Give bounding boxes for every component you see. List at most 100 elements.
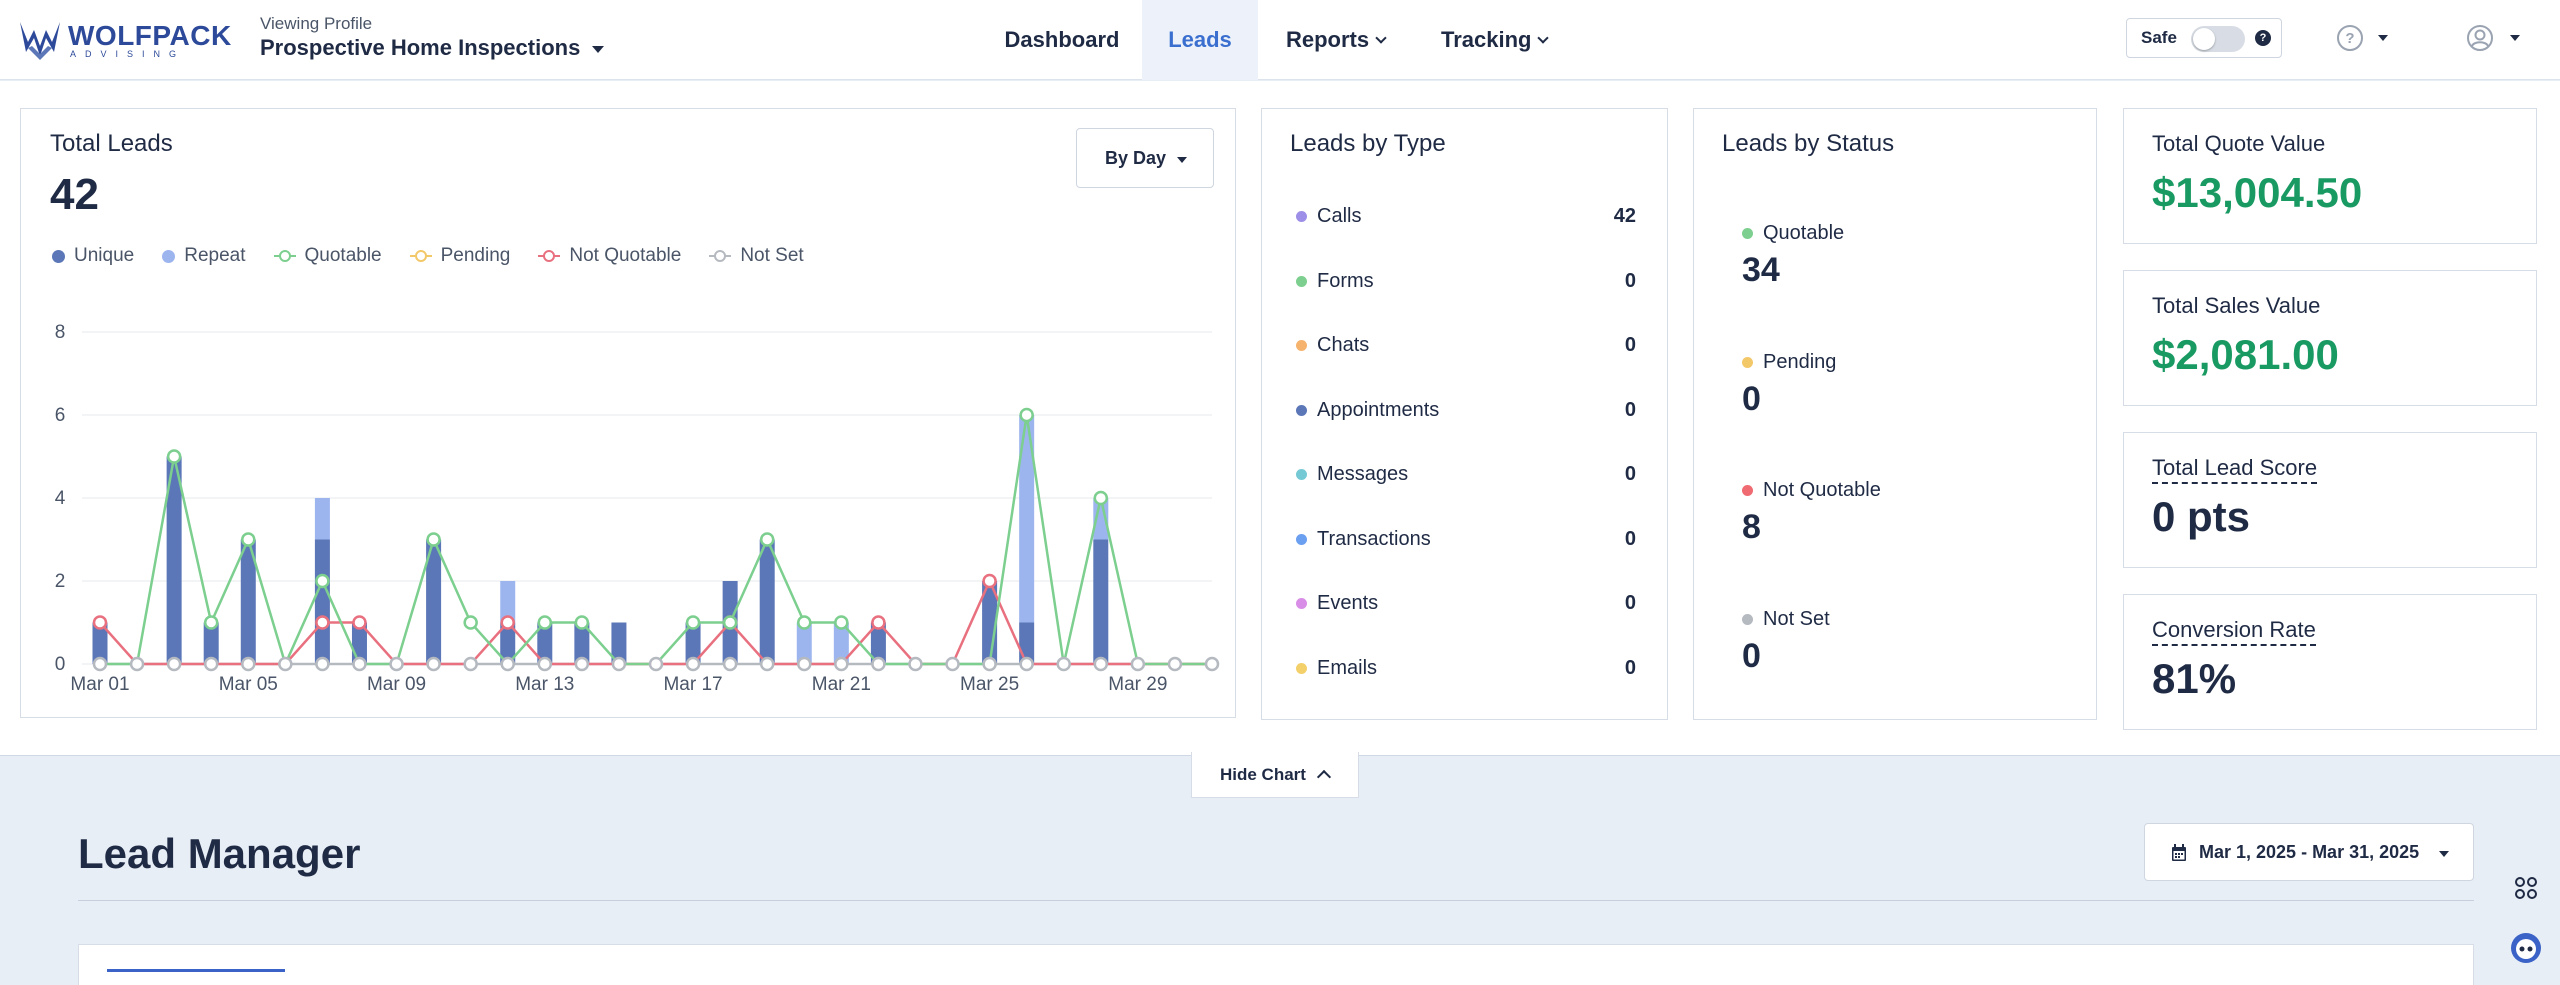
hide-chart-label: Hide Chart	[1220, 765, 1306, 784]
nav-tracking[interactable]: Tracking	[1441, 0, 1557, 80]
chart-legend: Unique Repeat Quotable Pending Not Quotable N…	[52, 245, 832, 267]
user-menu[interactable]	[2466, 24, 2526, 54]
legend-item[interactable]: Repeat	[162, 245, 246, 267]
lead-type-dot-icon	[1296, 211, 1307, 223]
lead-type-label: Events	[1317, 592, 1379, 614]
legend-item[interactable]: Not Quotable	[538, 245, 681, 267]
lead-status-count: 0	[1742, 636, 1761, 675]
total-leads-value: 42	[50, 170, 99, 219]
chat-assistant-button[interactable]	[2506, 928, 2546, 968]
point-not-set	[537, 656, 553, 672]
legend-item[interactable]: Pending	[409, 245, 510, 267]
metric-card: Total Sales Value $2,081.00	[2123, 270, 2537, 406]
legend-item[interactable]: Unique	[52, 245, 134, 267]
y-tick-label: 0	[55, 654, 66, 675]
bar-repeat	[833, 622, 849, 664]
lead-type-count: 0	[1624, 334, 1636, 356]
by-day-dropdown[interactable]: By Day	[1076, 128, 1214, 188]
bar-unique	[203, 622, 219, 664]
lead-type-dot-icon	[1296, 340, 1307, 352]
lead-status-item: Not Quotable 8	[1742, 479, 1881, 547]
point-not-set	[426, 656, 441, 672]
bar-unique	[611, 622, 627, 664]
lead-status-count: 0	[1742, 379, 1761, 418]
lead-type-label: Transactions	[1317, 527, 1431, 550]
lead-type-count: 0	[1624, 592, 1636, 614]
point-quotable	[834, 615, 849, 630]
safe-mode-toggle[interactable]	[2191, 26, 2245, 52]
point-quotable	[241, 532, 256, 547]
nav-leads[interactable]: Leads	[1142, 0, 1258, 80]
chat-bot-icon	[2511, 933, 2541, 963]
help-menu[interactable]: ?	[2336, 24, 2396, 54]
lead-status-dot-icon	[1742, 613, 1753, 625]
point-not-quotable	[92, 615, 108, 630]
bar-repeat	[500, 581, 516, 623]
point-not-quotable	[982, 573, 997, 589]
x-tick-label: Mar 13	[515, 674, 574, 695]
metric-value: 81%	[2152, 655, 2237, 702]
profile-name: Prospective Home Inspections	[260, 35, 581, 60]
lead-type-count: 0	[1624, 269, 1636, 292]
lead-table-card	[78, 944, 2474, 985]
lead-status-count: 34	[1742, 251, 1780, 289]
wolf-logo-icon	[20, 22, 60, 60]
bar-repeat	[796, 622, 812, 664]
point-not-set	[203, 656, 219, 672]
point-not-set	[871, 656, 886, 672]
point-not-set	[1019, 656, 1034, 672]
point-not-set	[834, 656, 849, 672]
point-quotable	[685, 615, 701, 630]
legend-swatch-icon	[162, 249, 176, 263]
hide-chart-button[interactable]: Hide Chart	[1191, 752, 1359, 798]
lead-status-label: Not Quotable	[1763, 479, 1881, 501]
point-quotable	[166, 449, 182, 464]
bar-unique	[759, 539, 775, 664]
metric-title: Total Sales Value	[2152, 293, 2321, 318]
x-tick-label: Mar 29	[1108, 674, 1167, 695]
legend-label: Not Quotable	[569, 245, 682, 266]
caret-down-icon	[2439, 851, 2449, 857]
date-range-picker[interactable]: Mar 1, 2025 - Mar 31, 2025	[2144, 823, 2474, 881]
bar-repeat	[314, 498, 330, 540]
point-not-set	[463, 656, 478, 672]
profile-selector[interactable]: Prospective Home Inspections	[260, 35, 605, 61]
point-not-set	[945, 656, 960, 672]
nav-label: Reports	[1286, 27, 1370, 52]
wolfpack-logo[interactable]: WOLFPACK ADVISING	[18, 16, 231, 62]
line-quotable	[100, 414, 1212, 668]
caret-down-icon	[592, 45, 605, 53]
point-not-set	[315, 656, 330, 672]
legend-item[interactable]: Not Set	[709, 245, 804, 267]
user-avatar-icon	[2467, 25, 2493, 51]
lead-status-count: 8	[1742, 508, 1761, 546]
metric-title[interactable]: Total Lead Score	[2152, 455, 2318, 484]
lead-type-row: Events 0	[1296, 592, 1636, 615]
metric-title[interactable]: Conversion Rate	[2152, 617, 2316, 646]
bar-repeat	[1019, 415, 1035, 623]
chevron-up-icon	[1316, 769, 1332, 785]
question-icon[interactable]: ?	[2255, 30, 2271, 46]
legend-item[interactable]: Quotable	[273, 245, 382, 267]
logo-wordmark: WOLFPACK	[68, 20, 232, 51]
lead-type-dot-icon	[1296, 404, 1307, 416]
nav-dashboard[interactable]: Dashboard	[1004, 0, 1120, 80]
bar-unique	[537, 622, 553, 664]
y-tick-label: 6	[55, 405, 66, 426]
by-day-label: By Day	[1105, 148, 1167, 168]
lead-type-row: Appointments 0	[1296, 399, 1636, 422]
point-not-quotable	[352, 615, 367, 630]
top-navigation-bar: WOLFPACK ADVISING Viewing Profile Prospe…	[0, 0, 2560, 80]
metric-card: Conversion Rate 81%	[2123, 594, 2537, 730]
bar-repeat	[1093, 498, 1109, 540]
lead-status-item: Quotable 34	[1742, 222, 1844, 290]
point-not-set	[129, 656, 145, 672]
legend-swatch-icon	[409, 249, 432, 263]
point-quotable	[203, 615, 219, 630]
point-not-set	[1204, 656, 1220, 672]
apps-grid-button[interactable]	[2506, 868, 2546, 908]
caret-down-icon	[2510, 35, 2520, 41]
nav-reports[interactable]: Reports	[1286, 0, 1396, 80]
x-tick-label: Mar 05	[219, 674, 278, 695]
calendar-icon	[2172, 844, 2186, 861]
